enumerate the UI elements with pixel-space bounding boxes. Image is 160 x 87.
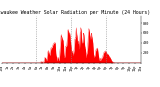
Title: Milwaukee Weather Solar Radiation per Minute (24 Hours): Milwaukee Weather Solar Radiation per Mi… xyxy=(0,10,150,15)
